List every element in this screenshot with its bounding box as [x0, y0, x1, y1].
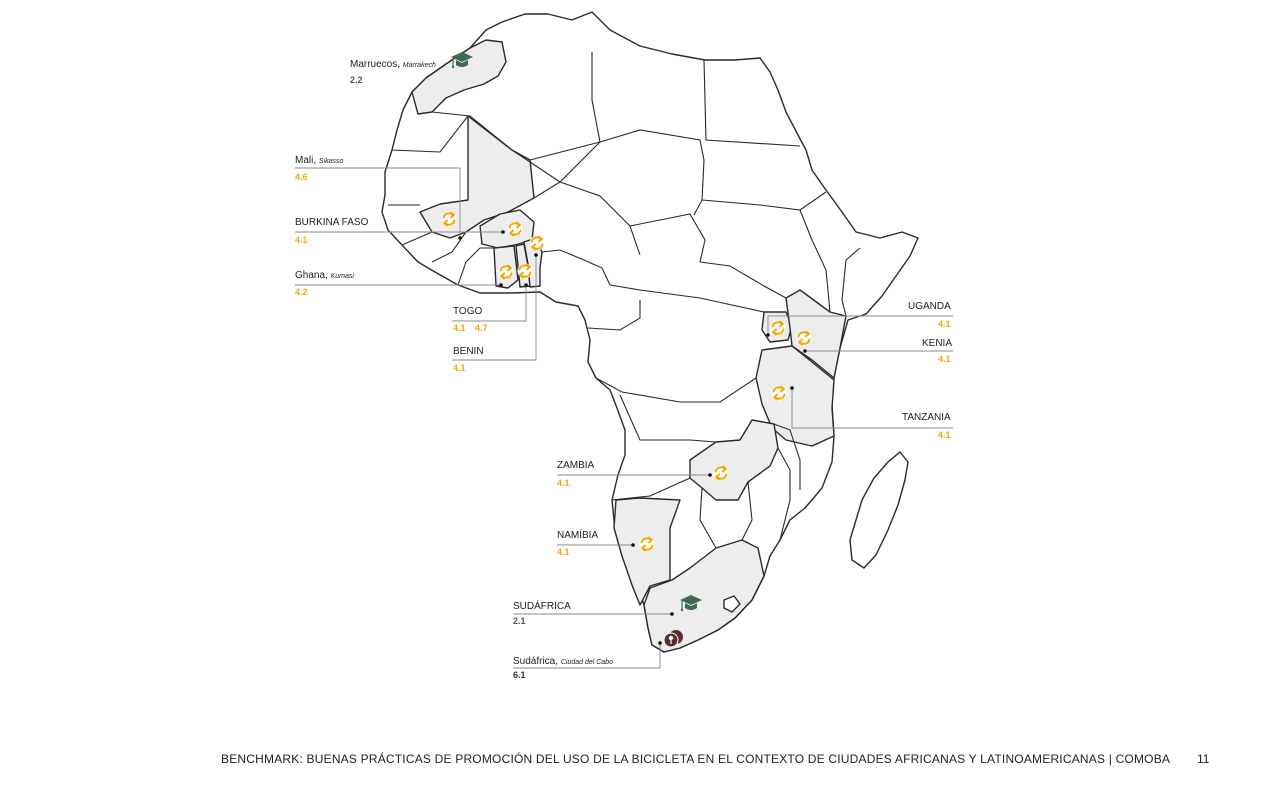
- recycle-arrows-icon: [769, 319, 787, 337]
- label-ghana: Ghana, Kumasi: [295, 270, 354, 283]
- label-namibia: NAMÍBIA: [557, 530, 599, 541]
- country-south-africa: [643, 539, 765, 653]
- lesotho: [723, 595, 741, 613]
- recycle-arrows-icon: [638, 535, 656, 553]
- label-zambia: ZAMBIA: [557, 460, 595, 471]
- label-marruecos: Marruecos, Marrakech: [350, 59, 436, 72]
- country-name: Sudáfrica,: [513, 656, 559, 667]
- country-morocco: [411, 39, 507, 115]
- recycle-arrows-icon: [770, 384, 788, 402]
- value-burkina-faso: 4.1: [295, 235, 308, 245]
- value-kenia: 4.1: [938, 354, 951, 364]
- value-sudafrica: 2.1: [513, 616, 526, 626]
- value-zambia: 4.1: [557, 478, 570, 488]
- madagascar: [849, 451, 909, 569]
- country-borders: [388, 52, 861, 549]
- recycle-arrows-icon: [795, 329, 813, 347]
- value-uganda: 4.1: [938, 319, 951, 329]
- value-togo-b: 4.7: [475, 323, 488, 333]
- city-name: Sikasso: [318, 158, 344, 165]
- location-pin-icon: [663, 630, 683, 648]
- recycle-arrows-icon: [528, 234, 546, 252]
- country-name: Mali,: [295, 155, 317, 166]
- value-marruecos: 2.2: [350, 75, 363, 85]
- country-tanzania: [755, 345, 835, 447]
- recycle-arrows-icon: [712, 464, 730, 482]
- label-mali: Mali, Sikasso: [295, 155, 343, 168]
- label-togo: TOGO: [453, 306, 483, 317]
- label-cape-town: Sudáfrica, Ciudad del Cabo: [513, 656, 613, 669]
- city-name: Marrakech: [402, 62, 436, 69]
- recycle-arrows-icon: [440, 210, 458, 228]
- page-number: 11: [1197, 752, 1210, 766]
- country-name: Marruecos,: [350, 59, 401, 70]
- recycle-arrows-icon: [516, 262, 534, 280]
- leader-lines: [295, 167, 953, 669]
- recycle-arrows-icon: [497, 263, 515, 281]
- value-ghana: 4.2: [295, 287, 308, 297]
- value-namibia: 4.1: [557, 547, 570, 557]
- value-tanzania: 4.1: [938, 430, 951, 440]
- label-burkina-faso: BURKINA FASO: [295, 217, 369, 228]
- anchor-dots: [458, 230, 807, 645]
- label-sudafrica: SUDÁFRICA: [513, 601, 571, 612]
- recycle-arrows-icon: [506, 220, 524, 238]
- country-kenya: [785, 289, 847, 379]
- city-name: Kumasi: [330, 273, 354, 280]
- value-togo-a: 4.1: [453, 323, 466, 333]
- label-uganda: UGANDA: [908, 301, 951, 312]
- footer-text: BENCHMARK: BUENAS PRÁCTICAS DE PROMOCIÓN…: [221, 752, 1171, 766]
- value-benin: 4.1: [453, 363, 466, 373]
- label-kenia: KENIA: [922, 338, 953, 349]
- value-mali: 4.6: [295, 172, 308, 182]
- label-benin: BENIN: [453, 346, 484, 357]
- label-tanzania: TANZANIA: [902, 412, 951, 423]
- country-name: Ghana,: [295, 270, 328, 281]
- city-name: Ciudad del Cabo: [560, 659, 613, 666]
- value-cape-town: 6.1: [513, 670, 526, 680]
